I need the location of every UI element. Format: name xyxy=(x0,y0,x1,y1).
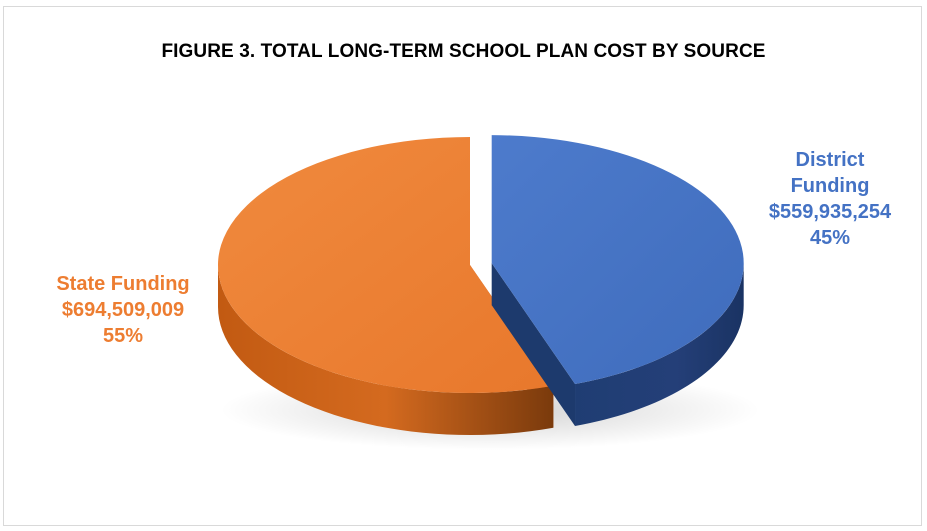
district-value: $559,935,254 xyxy=(768,201,892,223)
district-funding-label: District Funding $559,935,254 45% xyxy=(750,147,910,251)
state-funding-label: State Funding $694,509,009 55% xyxy=(18,271,228,349)
state-value: $694,509,009 xyxy=(61,299,185,321)
state-slice-side-0 xyxy=(218,265,554,435)
district-percent: 45% xyxy=(809,227,851,249)
state-label-line-1: State Funding xyxy=(56,273,190,295)
district-label-line-2: Funding xyxy=(790,175,870,197)
state-slice xyxy=(218,137,554,393)
state-percent: 55% xyxy=(102,325,144,347)
district-slice-side-0 xyxy=(575,263,744,426)
chart-title: FIGURE 3. TOTAL LONG-TERM SCHOOL PLAN CO… xyxy=(161,41,766,62)
district-slice xyxy=(491,135,744,384)
district-slice-cut-1 xyxy=(491,263,576,426)
district-label-line-1: District xyxy=(795,149,865,171)
